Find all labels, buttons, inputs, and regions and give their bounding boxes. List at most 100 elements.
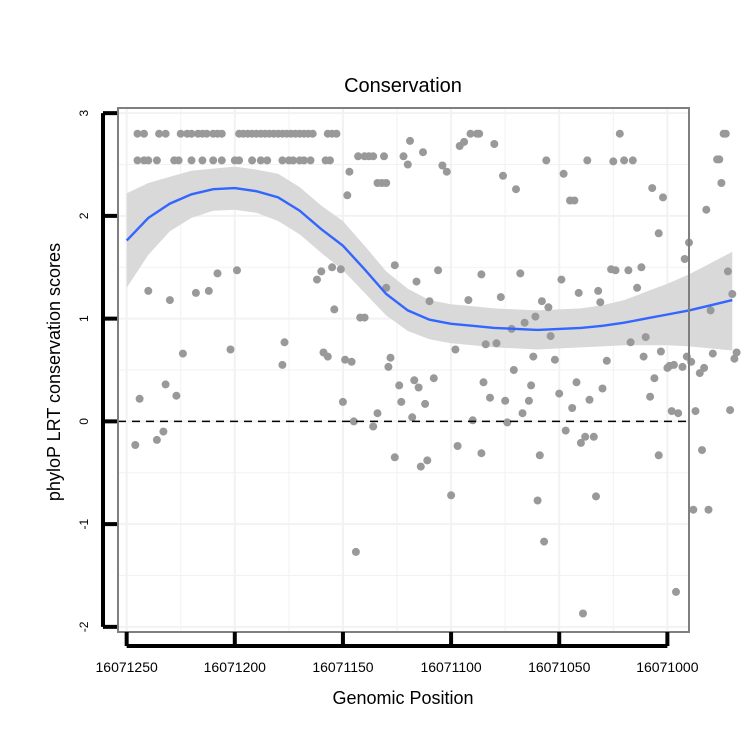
data-point — [535, 451, 544, 460]
data-point — [434, 266, 443, 275]
data-point — [678, 362, 687, 371]
data-point — [300, 156, 308, 165]
data-point — [542, 156, 551, 165]
data-point — [155, 129, 164, 138]
data-point — [226, 345, 235, 354]
data-point — [328, 263, 337, 272]
data-point — [397, 397, 406, 406]
data-point — [650, 374, 659, 383]
data-point — [152, 156, 161, 165]
data-point — [648, 184, 657, 193]
data-point — [204, 286, 213, 295]
data-point — [248, 156, 257, 165]
data-point — [202, 129, 211, 138]
data-point — [382, 179, 391, 187]
data-point — [429, 374, 438, 383]
data-point — [187, 129, 196, 138]
data-point — [326, 156, 334, 165]
data-point — [667, 407, 676, 416]
data-point — [689, 505, 698, 514]
data-point — [464, 296, 473, 305]
data-point — [384, 362, 393, 371]
data-point — [656, 347, 665, 356]
data-points — [131, 129, 741, 618]
data-point — [453, 442, 462, 450]
data-point — [659, 193, 667, 202]
data-point — [336, 265, 345, 274]
data-point — [533, 496, 542, 505]
data-point — [313, 275, 321, 284]
data-point — [395, 381, 404, 390]
data-point — [373, 409, 382, 418]
data-point — [323, 352, 332, 361]
data-point — [700, 363, 709, 372]
data-point — [460, 137, 469, 146]
data-point — [191, 288, 200, 297]
data-point — [702, 205, 711, 214]
data-point — [475, 129, 484, 138]
data-point — [559, 169, 568, 178]
data-point — [466, 129, 475, 138]
data-point — [144, 156, 153, 165]
data-point — [529, 352, 538, 361]
y-tick-label: 2 — [77, 212, 91, 219]
x-tick-label: 16071050 — [528, 659, 591, 675]
data-point — [524, 396, 533, 405]
data-point — [691, 407, 700, 416]
data-point — [641, 333, 650, 342]
data-point — [581, 432, 590, 441]
data-point — [131, 441, 140, 449]
data-point — [408, 413, 417, 422]
data-point — [583, 156, 592, 165]
data-point — [341, 355, 350, 364]
data-point — [144, 286, 153, 295]
data-point — [161, 129, 170, 138]
data-point — [568, 404, 577, 412]
data-point — [360, 313, 369, 322]
data-point — [140, 129, 148, 138]
data-point — [332, 129, 341, 138]
data-point — [628, 156, 637, 165]
data-point — [176, 129, 185, 138]
data-point — [486, 393, 494, 402]
data-point — [520, 318, 529, 327]
data-point — [354, 152, 363, 161]
data-point — [263, 156, 272, 165]
data-point — [386, 353, 395, 362]
data-point — [723, 267, 732, 276]
data-point — [512, 185, 520, 194]
data-point — [561, 426, 570, 435]
data-point — [414, 383, 423, 392]
data-point — [306, 156, 315, 165]
x-tick-label: 16071250 — [96, 659, 159, 675]
data-point — [280, 338, 289, 347]
data-point — [674, 409, 683, 418]
data-point — [235, 156, 244, 165]
data-point — [468, 416, 477, 425]
data-point — [198, 156, 207, 165]
data-point — [209, 156, 218, 165]
data-point — [594, 286, 603, 295]
data-point — [330, 305, 339, 314]
data-point — [728, 290, 737, 298]
data-point — [706, 306, 715, 315]
data-point — [654, 229, 663, 238]
data-point — [721, 129, 730, 138]
data-point — [698, 446, 706, 455]
x-tick-label: 16071200 — [204, 659, 267, 675]
data-point — [646, 392, 655, 401]
confidence-ribbon — [126, 166, 733, 351]
x-tick-label: 16071000 — [636, 659, 699, 675]
data-point — [390, 261, 399, 270]
data-point — [680, 255, 689, 263]
data-point — [501, 396, 510, 405]
data-point — [133, 129, 142, 138]
data-point — [540, 537, 549, 546]
data-point — [481, 340, 490, 349]
data-point — [726, 406, 735, 415]
data-point — [654, 451, 663, 460]
data-point — [589, 432, 598, 441]
data-point — [442, 167, 451, 176]
data-point — [708, 349, 717, 358]
